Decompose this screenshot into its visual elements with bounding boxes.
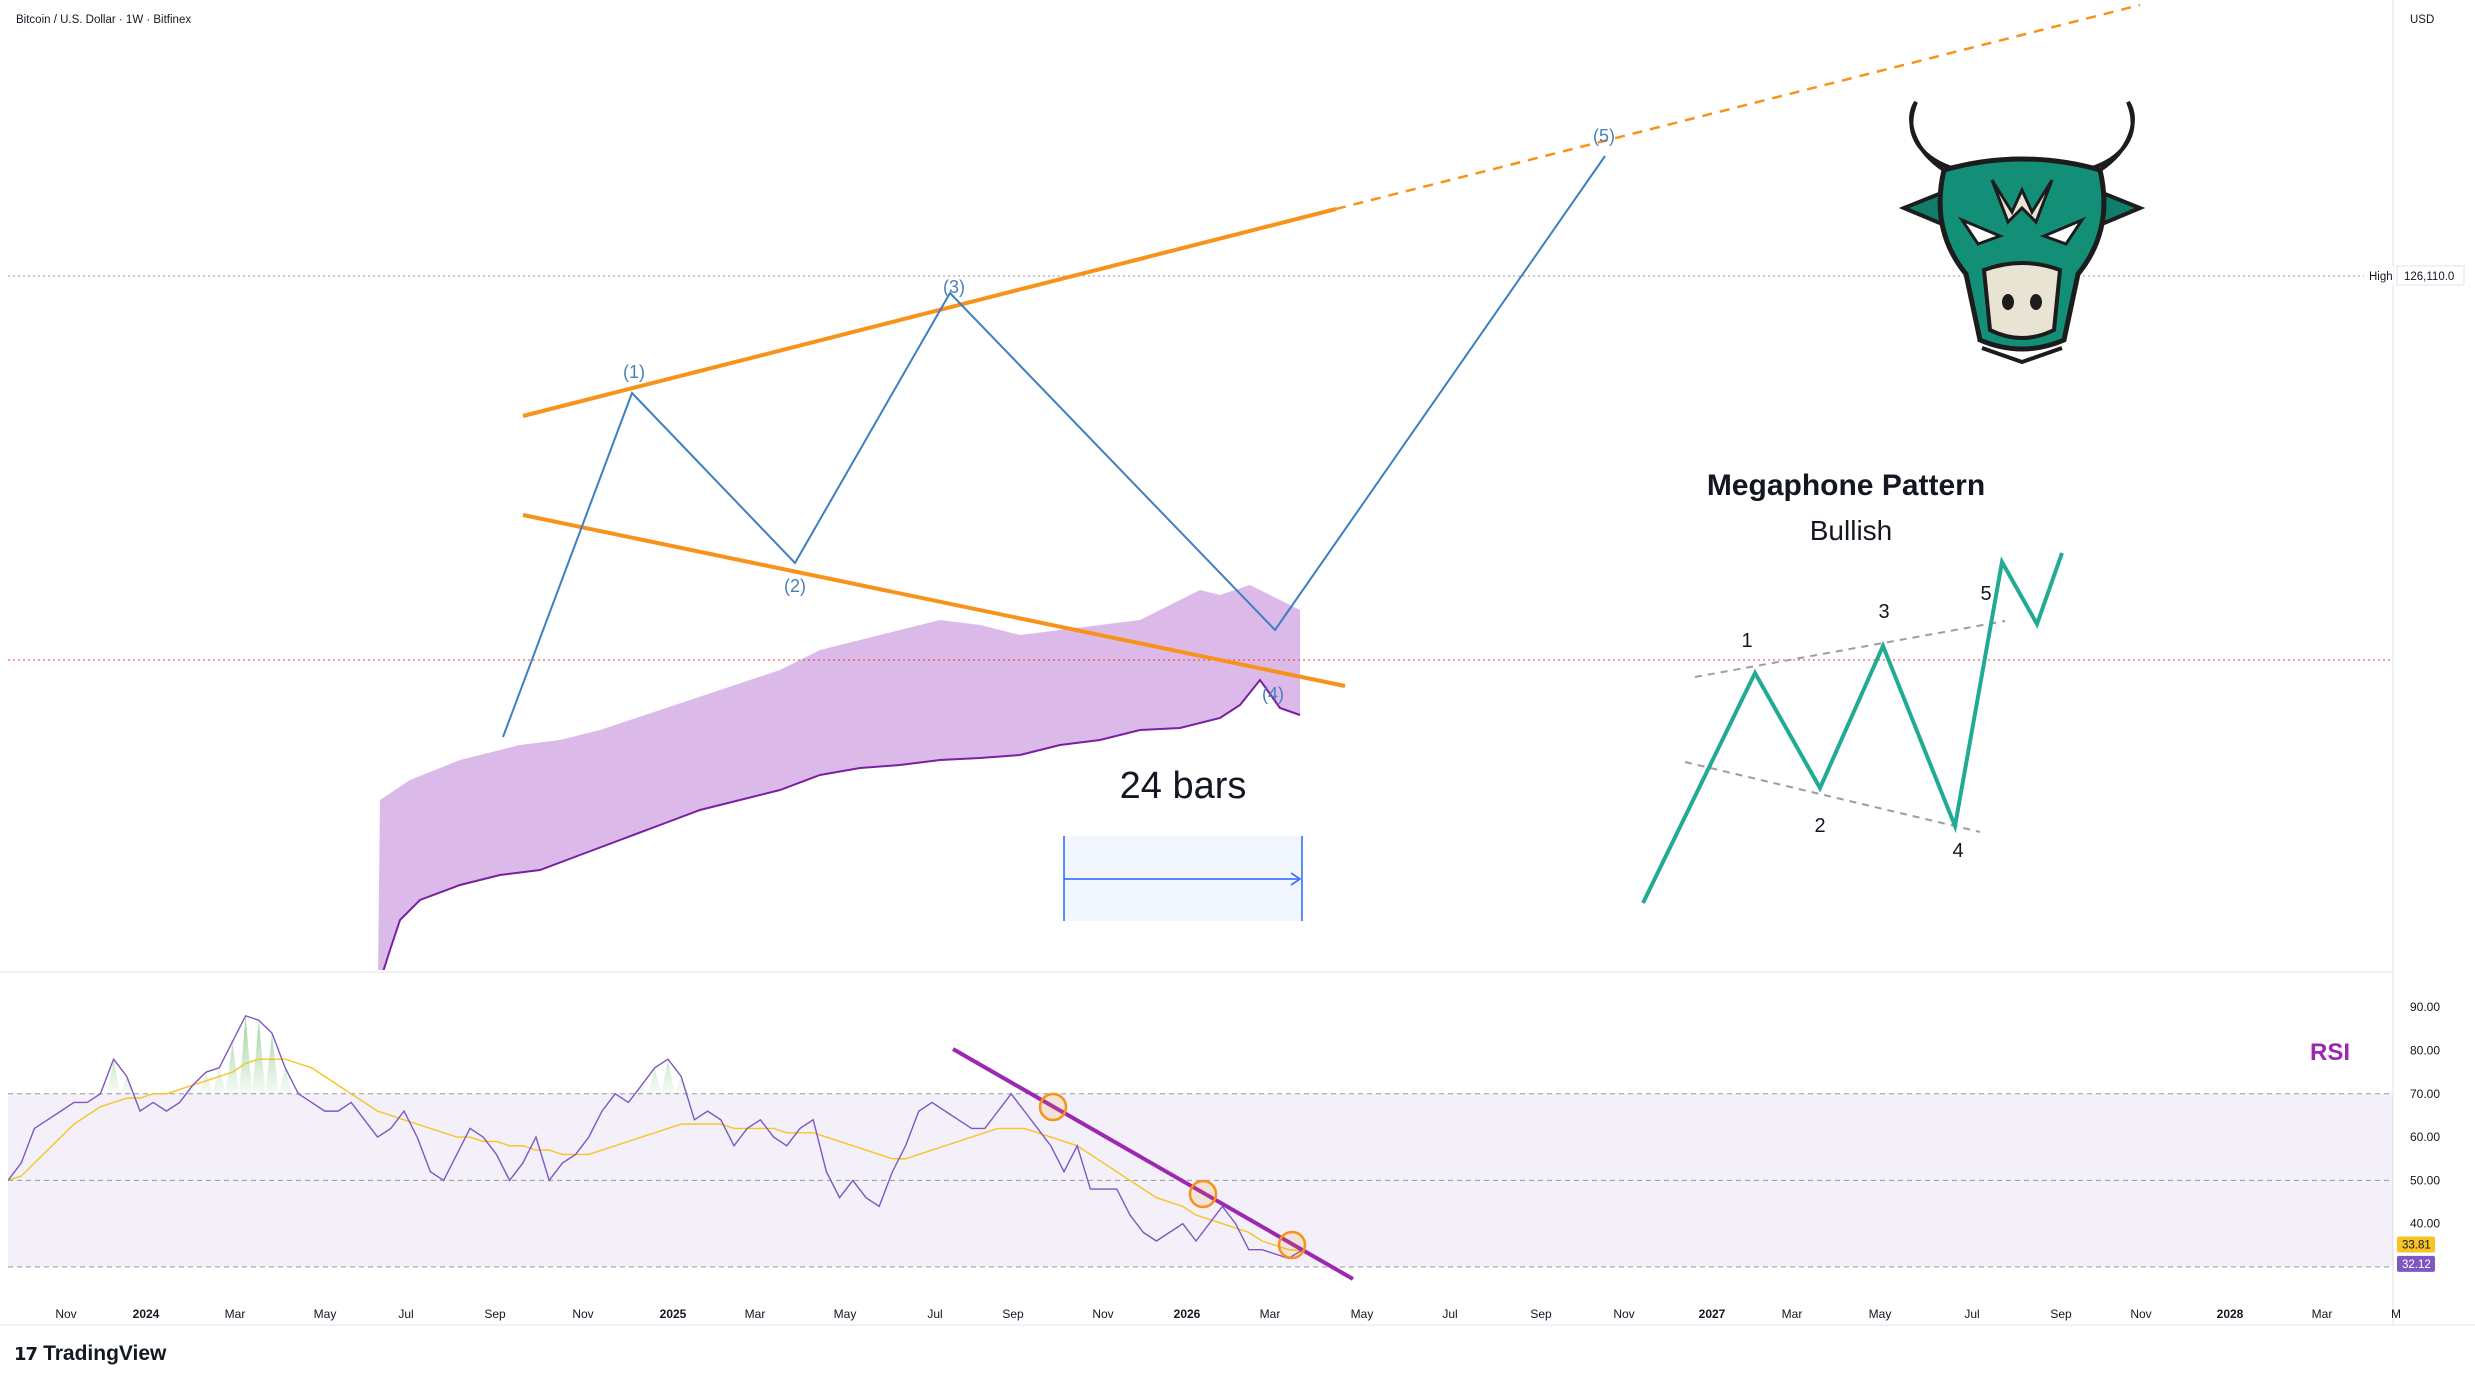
time-axis-label: Jul [398,1307,413,1321]
high-value: 126,110.0 [2404,271,2454,283]
pattern-point-1: 1 [1741,630,1752,652]
ichimoku-cloud [378,585,1301,970]
pattern-point-4: 4 [1952,840,1963,862]
rsi-axis[interactable]: 90.00 80.00 70.00 60.00 50.00 40.00 [2410,1000,2440,1230]
time-axis-label: Sep [1530,1307,1552,1321]
time-axis-label: Jul [1964,1307,1979,1321]
time-axis-label: Nov [1092,1307,1113,1321]
brand-name: TradingView [43,1342,167,1365]
time-axis-label: Nov [55,1307,76,1321]
rsi-axis-label: 70.00 [2410,1087,2440,1101]
rsi-tag-label: 33.81 [2402,1240,2431,1252]
time-axis-label: Sep [484,1307,506,1321]
time-axis-label: 2028 [2217,1307,2244,1321]
chart-frame [0,0,2475,1326]
pattern-point-2: 2 [1814,815,1825,837]
symbol-title[interactable]: Bitcoin / U.S. Dollar · 1W · Bitfinex [16,14,191,26]
rsi-touch-2 [1188,1179,1218,1209]
rsi-line [8,1015,1302,1260]
pattern-subtitle: Bullish [1810,515,1892,546]
time-axis-label: 2024 [133,1307,160,1321]
rsi-title: RSI [2310,1039,2350,1066]
rsi-panel [8,1015,1302,1260]
time-axis-label: Mar [1260,1307,1281,1321]
pattern-upper-line [1694,620,2006,678]
rsi-ma-line [8,1058,1302,1252]
tradingview-brand[interactable]: 𝟭𝟳 TradingView [14,1342,166,1366]
rsi-axis-label: 50.00 [2410,1173,2440,1187]
time-axis-label: Sep [1002,1307,1024,1321]
time-axis-label: 2026 [1174,1307,1201,1321]
time-axis[interactable]: Nov 2024 Mar May Jul Sep Nov 2025 Mar May Jul Sep No… [55,1307,2401,1321]
time-axis-label: May [314,1307,337,1321]
wave-label-4: (4) [1262,684,1284,704]
time-axis-label: M [2391,1307,2401,1321]
time-axis-label: Nov [572,1307,593,1321]
time-axis-label: 2025 [660,1307,687,1321]
pattern-path [1641,552,2064,904]
time-axis-label: May [834,1307,857,1321]
time-axis-label: Jul [927,1307,942,1321]
rsi-touch-3 [1277,1230,1307,1260]
tradingview-logo-icon: 𝟭𝟳 [14,1343,38,1364]
bars-measure-tool[interactable]: 24 bars [1063,765,1303,921]
bull-head-icon [1898,100,2146,365]
time-axis-label: Jul [1442,1307,1457,1321]
elliott-wave[interactable]: (1) (2) (3) (4) (5) [502,126,1615,738]
time-axis-label: Nov [2130,1307,2151,1321]
rsi-tag-label: 32.12 [2402,1259,2431,1271]
upper-trendline-extension[interactable] [1335,3,2141,211]
wave-label-1: (1) [623,362,645,382]
pattern-lower-line [1684,761,1981,833]
lower-trendline[interactable] [522,513,1346,688]
megaphone-trendlines[interactable] [522,3,2141,688]
wave-label-3: (3) [943,277,965,297]
pattern-title: Megaphone Pattern [1707,469,1985,502]
rsi-axis-label: 90.00 [2410,1000,2440,1014]
wave-label-5: (5) [1593,126,1615,146]
bars-count-label: 24 bars [1120,765,1247,807]
time-axis-label: Nov [1613,1307,1634,1321]
megaphone-illustration: Megaphone Pattern Bullish 1 2 3 4 5 [1641,469,2064,904]
rsi-axis-label: 60.00 [2410,1130,2440,1144]
currency-label[interactable]: USD [2410,14,2434,26]
time-axis-label: May [1869,1307,1892,1321]
rsi-trendline-group[interactable] [952,1047,1354,1281]
high-label: High [2369,271,2393,283]
pattern-point-3: 3 [1878,601,1889,623]
time-axis-label: Mar [1782,1307,1803,1321]
time-axis-label: Sep [2050,1307,2072,1321]
wave-path[interactable] [502,155,1606,738]
time-axis-label: Mar [745,1307,766,1321]
rsi-touch-1 [1038,1092,1068,1122]
time-axis-label: May [1351,1307,1374,1321]
rsi-axis-label: 40.00 [2410,1217,2440,1231]
time-axis-label: 2027 [1699,1307,1726,1321]
rsi-tag [2397,1236,2435,1253]
rsi-tags: 33.81 32.12 [2397,1236,2435,1272]
time-axis-label: Mar [225,1307,246,1321]
pattern-point-5: 5 [1980,583,1991,605]
high-price-tag: High 126,110.0 [2364,265,2465,286]
upper-trendline[interactable] [522,207,1337,418]
rsi-trendline[interactable] [952,1047,1354,1281]
wave-label-2: (2) [784,576,806,596]
rsi-tag [2397,1255,2435,1272]
rsi-axis-label: 80.00 [2410,1044,2440,1058]
time-axis-label: Mar [2312,1307,2333,1321]
